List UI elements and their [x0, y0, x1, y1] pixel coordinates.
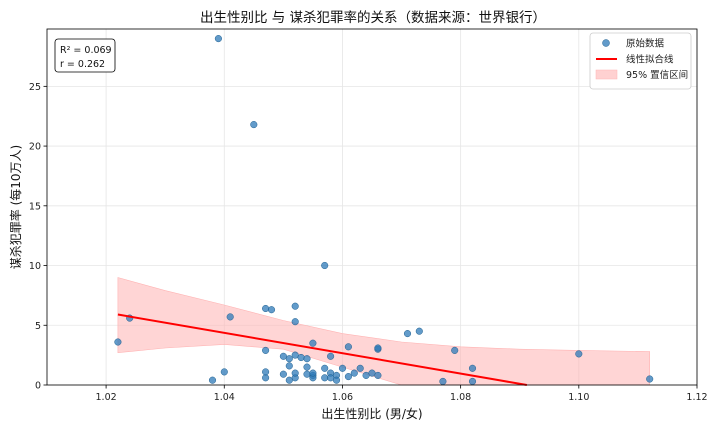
data-point: [291, 369, 299, 377]
y-tick-label: 0: [35, 381, 41, 392]
x-tick-label: 1.10: [568, 392, 589, 403]
plot-frame: [46, 28, 698, 386]
data-point: [114, 338, 122, 346]
data-point: [451, 346, 459, 354]
x-tick-label: 1.04: [214, 392, 235, 403]
fit-line: [117, 313, 527, 386]
data-point: [309, 369, 317, 377]
stats-r-squared: R² = 0.069: [60, 45, 112, 56]
data-point: [439, 377, 447, 385]
data-point: [262, 304, 270, 313]
fit-line-layer: [117, 313, 527, 386]
x-axis-title: 出生性别比 (男/女): [321, 406, 422, 421]
y-axis-title: 谋杀犯罪率 (每10万人): [8, 145, 23, 269]
legend-swatch-points: [602, 39, 610, 47]
data-point: [374, 344, 382, 352]
data-point: [297, 353, 305, 362]
x-axis-ticks: 1.02 1.04 1.06 1.08 1.10 1.12: [96, 385, 708, 403]
data-point: [327, 352, 335, 360]
data-point: [303, 370, 311, 378]
data-point: [291, 302, 299, 310]
data-point: [321, 364, 329, 372]
data-point: [267, 306, 276, 314]
x-tick-label: 1.08: [450, 392, 471, 403]
legend-label-points: 原始数据: [626, 38, 665, 50]
data-point: [285, 376, 293, 384]
y-tick-label: 5: [35, 321, 41, 332]
data-point: [291, 318, 299, 326]
data-point: [220, 368, 228, 376]
data-point: [214, 35, 222, 43]
data-point: [468, 364, 477, 372]
data-point: [309, 339, 317, 347]
legend-label-band: 95% 置信区间: [626, 69, 688, 81]
data-point: [303, 355, 311, 363]
data-point: [575, 350, 583, 358]
data-point: [362, 371, 370, 379]
data-point: [291, 351, 299, 359]
data-point: [208, 376, 217, 384]
data-point: [415, 327, 423, 335]
data-point: [262, 368, 270, 376]
data-point: [403, 330, 412, 338]
data-point: [338, 364, 347, 372]
data-point: [262, 346, 270, 354]
chart-title: 出生性别比 与 谋杀犯罪率的关系（数据来源：世界银行）: [200, 9, 546, 26]
data-point: [321, 374, 329, 382]
data-point: [332, 376, 341, 384]
data-point: [327, 374, 335, 382]
data-points-layer: [114, 35, 654, 385]
y-tick-label: 15: [29, 201, 41, 212]
y-tick-label: 10: [29, 261, 41, 272]
data-point: [374, 371, 382, 379]
data-point: [250, 121, 258, 129]
data-point: [344, 343, 352, 351]
data-point: [368, 369, 376, 377]
data-point: [468, 377, 477, 385]
data-point: [285, 355, 293, 363]
data-point: [279, 370, 287, 378]
stats-box: R² = 0.069 r = 0.262: [54, 38, 116, 73]
data-point: [344, 373, 352, 381]
y-tick-label: 20: [29, 142, 41, 153]
x-tick-label: 1.06: [332, 392, 353, 403]
data-point: [646, 375, 654, 383]
x-tick-label: 1.12: [686, 392, 707, 403]
legend-swatch-band: [595, 69, 618, 80]
data-point: [303, 363, 311, 371]
data-point: [285, 362, 293, 370]
data-point: [356, 364, 364, 372]
x-tick-label: 1.02: [96, 392, 117, 403]
y-axis-ticks: 0 5 10 15 20 25: [29, 82, 47, 392]
data-point: [226, 313, 234, 321]
data-point: [279, 352, 287, 360]
data-point: [321, 261, 329, 270]
y-tick-label: 25: [29, 82, 41, 93]
data-point: [262, 374, 270, 382]
stats-box-frame: [54, 38, 116, 73]
legend-label-fit-line: 线性拟合线: [626, 54, 674, 66]
data-point: [350, 369, 358, 377]
legend: 原始数据 线性拟合线 95% 置信区间: [589, 32, 692, 90]
stats-r: r = 0.262: [60, 59, 105, 70]
